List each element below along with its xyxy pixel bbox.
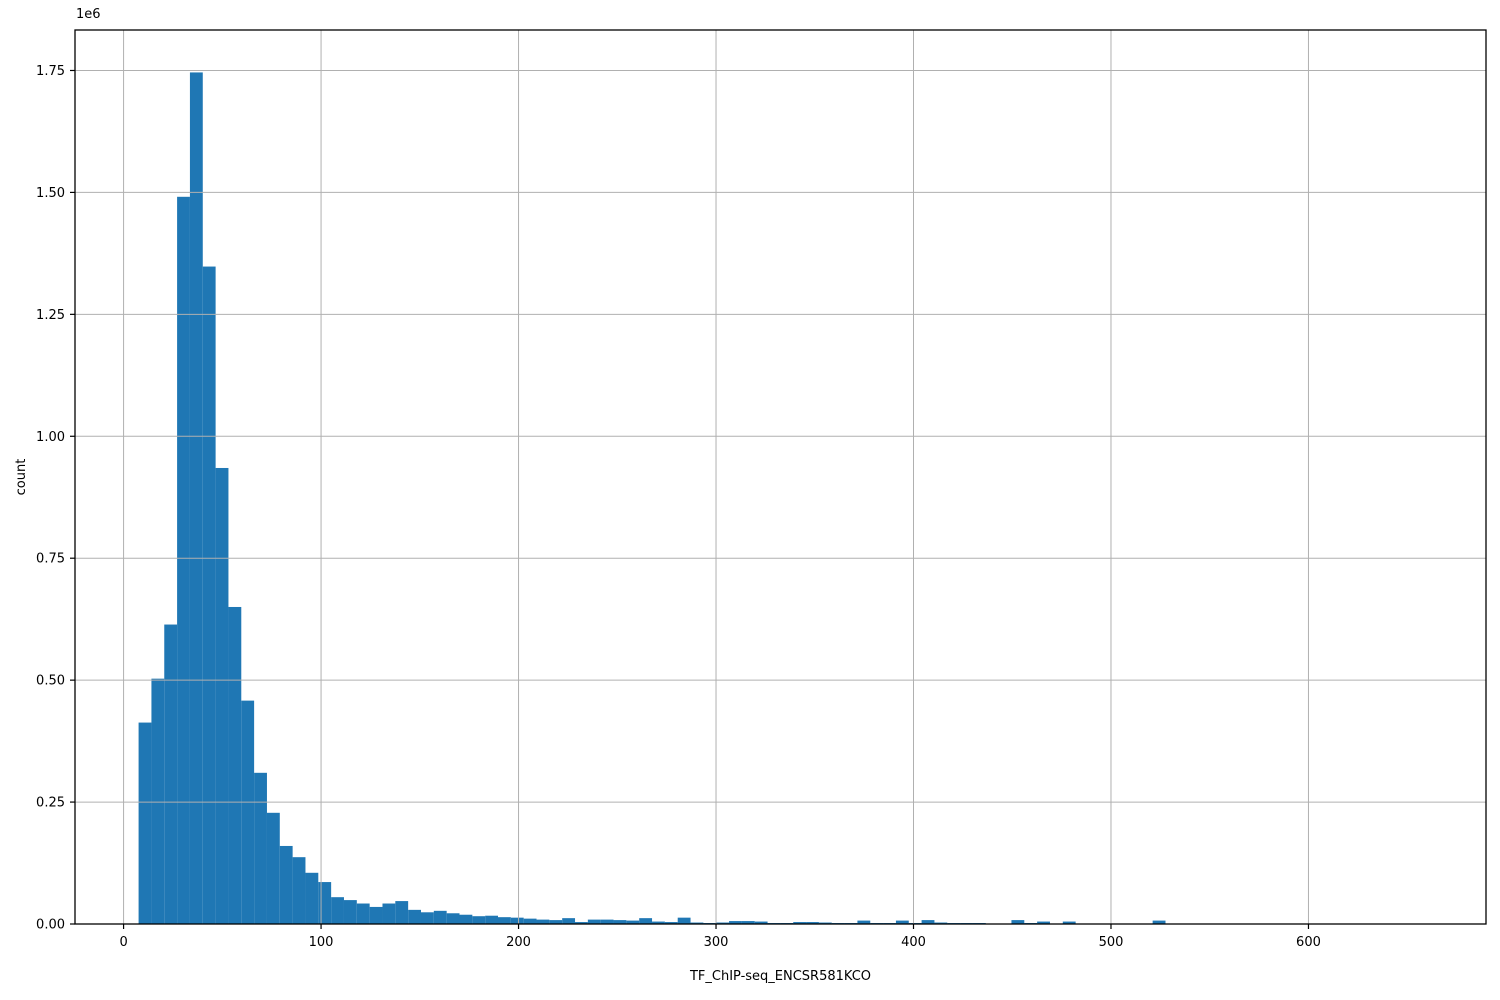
y-axis-offset-label: 1e6: [76, 7, 101, 22]
y-tick-label: 0.50: [36, 674, 65, 689]
y-tick-label: 1.50: [36, 186, 65, 201]
histogram-bar: [228, 606, 242, 924]
axes-frame: [74, 29, 1487, 925]
histogram-bar: [1152, 920, 1166, 924]
histogram-bar: [202, 266, 216, 924]
histogram-bar: [189, 72, 203, 925]
histogram-bar: [408, 909, 421, 924]
x-tick-label: 300: [704, 935, 729, 950]
histogram-bar: [741, 921, 755, 924]
histogram-bar: [369, 906, 383, 924]
histogram-bar: [536, 919, 550, 924]
histogram-bar: [164, 624, 178, 924]
histogram-bar: [754, 921, 768, 924]
histogram-bar: [266, 812, 280, 924]
histogram-bar: [305, 872, 319, 924]
histogram-bar: [587, 919, 601, 924]
histogram-bar: [498, 917, 511, 924]
x-tick-label: 200: [506, 935, 531, 950]
histogram-bar: [485, 915, 499, 924]
histogram-bar: [151, 678, 165, 924]
y-tick-label: 1.25: [36, 308, 65, 323]
histogram-bar: [292, 857, 306, 924]
histogram-bar: [549, 920, 563, 924]
histogram-bar: [716, 922, 730, 924]
histogram-bar: [562, 918, 576, 924]
histogram-bar: [510, 917, 524, 924]
x-tick-label: 100: [309, 935, 334, 950]
histogram-bar: [934, 922, 948, 924]
x-tick-label: 500: [1099, 935, 1124, 950]
histogram-bar: [331, 897, 344, 924]
histogram-bar: [472, 916, 486, 924]
histogram-bar: [626, 920, 640, 924]
histogram-bar: [690, 922, 704, 924]
y-tick-label: 1.00: [36, 430, 65, 445]
histogram-bar: [433, 910, 447, 924]
histogram-bar: [1037, 921, 1050, 924]
y-tick-label: 0.25: [36, 796, 65, 811]
histogram-bar: [652, 921, 665, 924]
histogram-bar: [446, 913, 460, 924]
histogram-bar: [254, 772, 267, 924]
histogram-bar: [857, 920, 871, 924]
histogram-bar: [343, 900, 357, 924]
histogram-bar: [793, 922, 807, 924]
histogram-bar: [729, 921, 742, 924]
histogram-bar: [356, 903, 370, 924]
y-tick-label: 0.75: [36, 552, 65, 567]
histogram-bar: [395, 901, 409, 924]
histogram-bar: [459, 914, 473, 924]
histogram-bar: [241, 700, 255, 924]
y-tick-label: 0.00: [36, 918, 65, 933]
x-tick-label: 600: [1296, 935, 1321, 950]
histogram-bar: [677, 917, 691, 924]
y-tick-label: 1.75: [36, 64, 65, 79]
histogram-bar: [318, 882, 332, 924]
histogram-bar: [921, 920, 935, 924]
histogram-bar: [613, 920, 627, 924]
histogram-bar: [215, 467, 229, 924]
x-tick-label: 0: [119, 935, 127, 950]
x-axis-label: TF_ChIP-seq_ENCSR581KCO: [689, 969, 872, 984]
histogram-bar: [523, 918, 537, 924]
histogram-bar: [806, 922, 819, 924]
histogram-bar: [639, 918, 653, 924]
histogram-bar: [1062, 921, 1076, 924]
histogram-bar: [382, 903, 396, 924]
histogram-bar: [575, 922, 588, 924]
histogram-bar: [1011, 920, 1025, 924]
histogram-bar: [818, 922, 832, 924]
histogram-bar: [664, 922, 678, 924]
x-tick-label: 400: [901, 935, 926, 950]
histogram-bar: [279, 845, 293, 924]
y-axis-label-text: count: [14, 458, 29, 496]
histogram-bar: [600, 919, 614, 924]
histogram-bar: [138, 722, 152, 924]
histogram-bar: [895, 920, 909, 924]
histogram-bar: [177, 196, 190, 925]
histogram-bar: [420, 912, 434, 924]
